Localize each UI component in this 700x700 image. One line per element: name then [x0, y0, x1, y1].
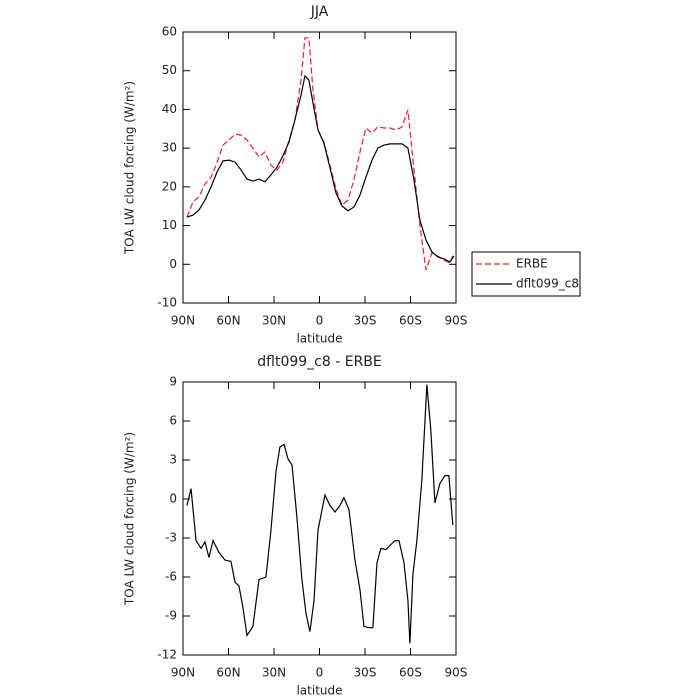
y-tick-label: 3	[169, 453, 177, 467]
plot-frame	[182, 381, 457, 656]
legend-label: ERBE	[516, 257, 548, 271]
y-tick-label: 30	[162, 141, 177, 155]
x-tick-label: 90N	[171, 666, 195, 680]
x-tick-label: 90N	[171, 314, 195, 328]
legend-box	[471, 251, 581, 297]
y-tick-label: 50	[162, 63, 177, 77]
x-tick-label: 30N	[262, 666, 286, 680]
y-tick-label: 9	[169, 375, 177, 389]
data-line	[186, 37, 455, 271]
x-tick-label: 90S	[445, 314, 468, 328]
x-tick-label: 60S	[399, 666, 422, 680]
plot-frame	[182, 31, 457, 304]
chart-title: JJA	[310, 4, 329, 20]
y-tick-label: 10	[162, 218, 177, 232]
y-tick-label: 60	[162, 25, 177, 39]
x-tick-label: 0	[316, 666, 324, 680]
y-axis-label: TOA LW cloud forcing (W/m²)	[123, 81, 137, 255]
x-tick-label: 0	[316, 314, 324, 328]
x-axis-label: latitude	[296, 332, 342, 346]
chart-title: dflt099_c8 - ERBE	[257, 354, 382, 370]
y-tick-label: -3	[165, 531, 177, 545]
x-tick-label: 60S	[399, 314, 422, 328]
y-tick-label: 40	[162, 102, 177, 116]
data-line	[186, 384, 454, 644]
x-axis-label: latitude	[296, 684, 342, 698]
y-tick-label: 0	[169, 257, 177, 271]
y-tick-label: 20	[162, 179, 177, 193]
y-tick-label: -12	[157, 648, 177, 662]
x-tick-label: 30S	[354, 666, 377, 680]
x-tick-label: 30N	[262, 314, 286, 328]
y-tick-label: -9	[165, 609, 177, 623]
x-tick-label: 60N	[216, 314, 240, 328]
y-tick-label: 6	[169, 414, 177, 428]
x-tick-label: 60N	[216, 666, 240, 680]
x-tick-label: 30S	[354, 314, 377, 328]
legend-label: dflt099_c8	[516, 277, 579, 291]
x-tick-label: 90S	[445, 666, 468, 680]
y-tick-label: 0	[169, 492, 177, 506]
y-tick-label: -10	[157, 296, 177, 310]
y-tick-label: -6	[165, 570, 177, 584]
data-line	[186, 74, 455, 263]
y-axis-label: TOA LW cloud forcing (W/m²)	[123, 432, 137, 606]
